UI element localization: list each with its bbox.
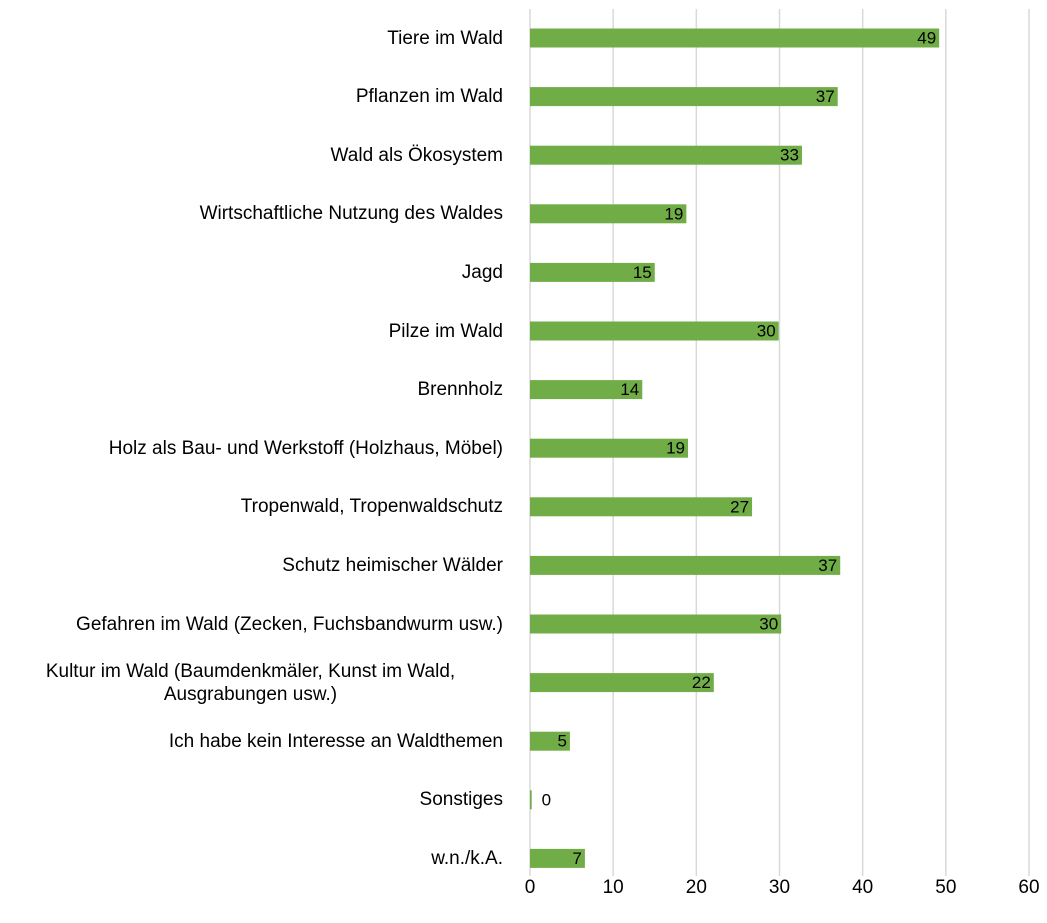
data-label: 19 — [664, 204, 683, 223]
data-label: 30 — [759, 614, 778, 633]
data-label: 27 — [730, 497, 749, 516]
y-tick-label: w.n./k.A. — [431, 847, 503, 869]
data-label: 5 — [557, 732, 566, 751]
category-label-box: Pilze im Wald — [0, 302, 503, 360]
y-tick-label: Wirtschaftliche Nutzung des Waldes — [199, 203, 503, 225]
y-tick-label: Tiere im Wald — [387, 27, 503, 49]
y-tick-label: Sonstiges — [419, 789, 503, 811]
x-tick-label: 0 — [525, 877, 536, 898]
x-tick-label: 40 — [852, 877, 873, 898]
x-tick-label: 20 — [686, 877, 707, 898]
category-label-box: Wald als Ökosystem — [0, 126, 503, 184]
x-tick-label: 60 — [1018, 877, 1039, 898]
data-label: 15 — [633, 263, 652, 282]
bar — [530, 321, 779, 341]
bar — [530, 28, 940, 48]
data-label: 0 — [542, 790, 551, 809]
category-label-box: Brennholz — [0, 361, 503, 419]
category-label-box: Gefahren im Wald (Zecken, Fuchsbandwurm … — [0, 595, 503, 653]
y-tick-label: Jagd — [461, 261, 503, 283]
bar — [530, 87, 838, 107]
data-label: 22 — [692, 673, 711, 692]
y-tick-label: Holz als Bau- und Werkstoff (Holzhaus, M… — [108, 437, 503, 459]
x-tick-label: 10 — [603, 877, 624, 898]
category-label-box: Ich habe kein Interesse an Waldthemen — [0, 712, 503, 770]
bar — [530, 145, 802, 165]
x-tick-label: 50 — [935, 877, 956, 898]
category-label-box: w.n./k.A. — [0, 829, 503, 887]
bar — [530, 204, 687, 224]
y-tick-label: Kultur im Wald (Baumdenkmäler, Kunst im … — [45, 660, 456, 705]
category-label-box: Kultur im Wald (Baumdenkmäler, Kunst im … — [0, 654, 503, 712]
data-label: 49 — [917, 28, 936, 47]
y-tick-label: Wald als Ökosystem — [330, 144, 503, 166]
bar — [530, 262, 655, 282]
category-label-box: Sonstiges — [0, 771, 503, 829]
y-tick-label: Gefahren im Wald (Zecken, Fuchsbandwurm … — [76, 613, 503, 635]
data-label: 33 — [780, 146, 799, 165]
bar — [530, 555, 841, 575]
x-tick-label: 30 — [769, 877, 790, 898]
bar — [530, 438, 689, 458]
y-tick-label: Ich habe kein Interesse an Waldthemen — [168, 730, 503, 752]
bar — [530, 673, 714, 693]
y-tick-label: Tropenwald, Tropenwaldschutz — [240, 496, 503, 518]
data-label: 30 — [757, 321, 776, 340]
y-tick-label: Pilze im Wald — [388, 320, 503, 342]
bar — [530, 731, 570, 751]
data-label: 37 — [816, 87, 835, 106]
y-tick-label: Brennholz — [417, 379, 503, 401]
category-label-box: Jagd — [0, 243, 503, 301]
category-label-box: Pflanzen im Wald — [0, 68, 503, 126]
category-label-box: Schutz heimischer Wälder — [0, 536, 503, 594]
data-label: 19 — [666, 439, 685, 458]
category-label-box: Tropenwald, Tropenwaldschutz — [0, 478, 503, 536]
bar — [530, 790, 532, 810]
category-label-box: Holz als Bau- und Werkstoff (Holzhaus, M… — [0, 419, 503, 477]
data-label: 7 — [572, 849, 581, 868]
bar — [530, 380, 643, 400]
bar — [530, 497, 753, 517]
bar — [530, 848, 585, 868]
category-label-box: Wirtschaftliche Nutzung des Waldes — [0, 185, 503, 243]
y-tick-label: Pflanzen im Wald — [355, 86, 503, 108]
category-label-box: Tiere im Wald — [0, 9, 503, 67]
bar — [530, 614, 782, 634]
y-tick-label: Schutz heimischer Wälder — [282, 554, 503, 576]
data-label: 37 — [818, 556, 837, 575]
data-label: 14 — [620, 380, 639, 399]
